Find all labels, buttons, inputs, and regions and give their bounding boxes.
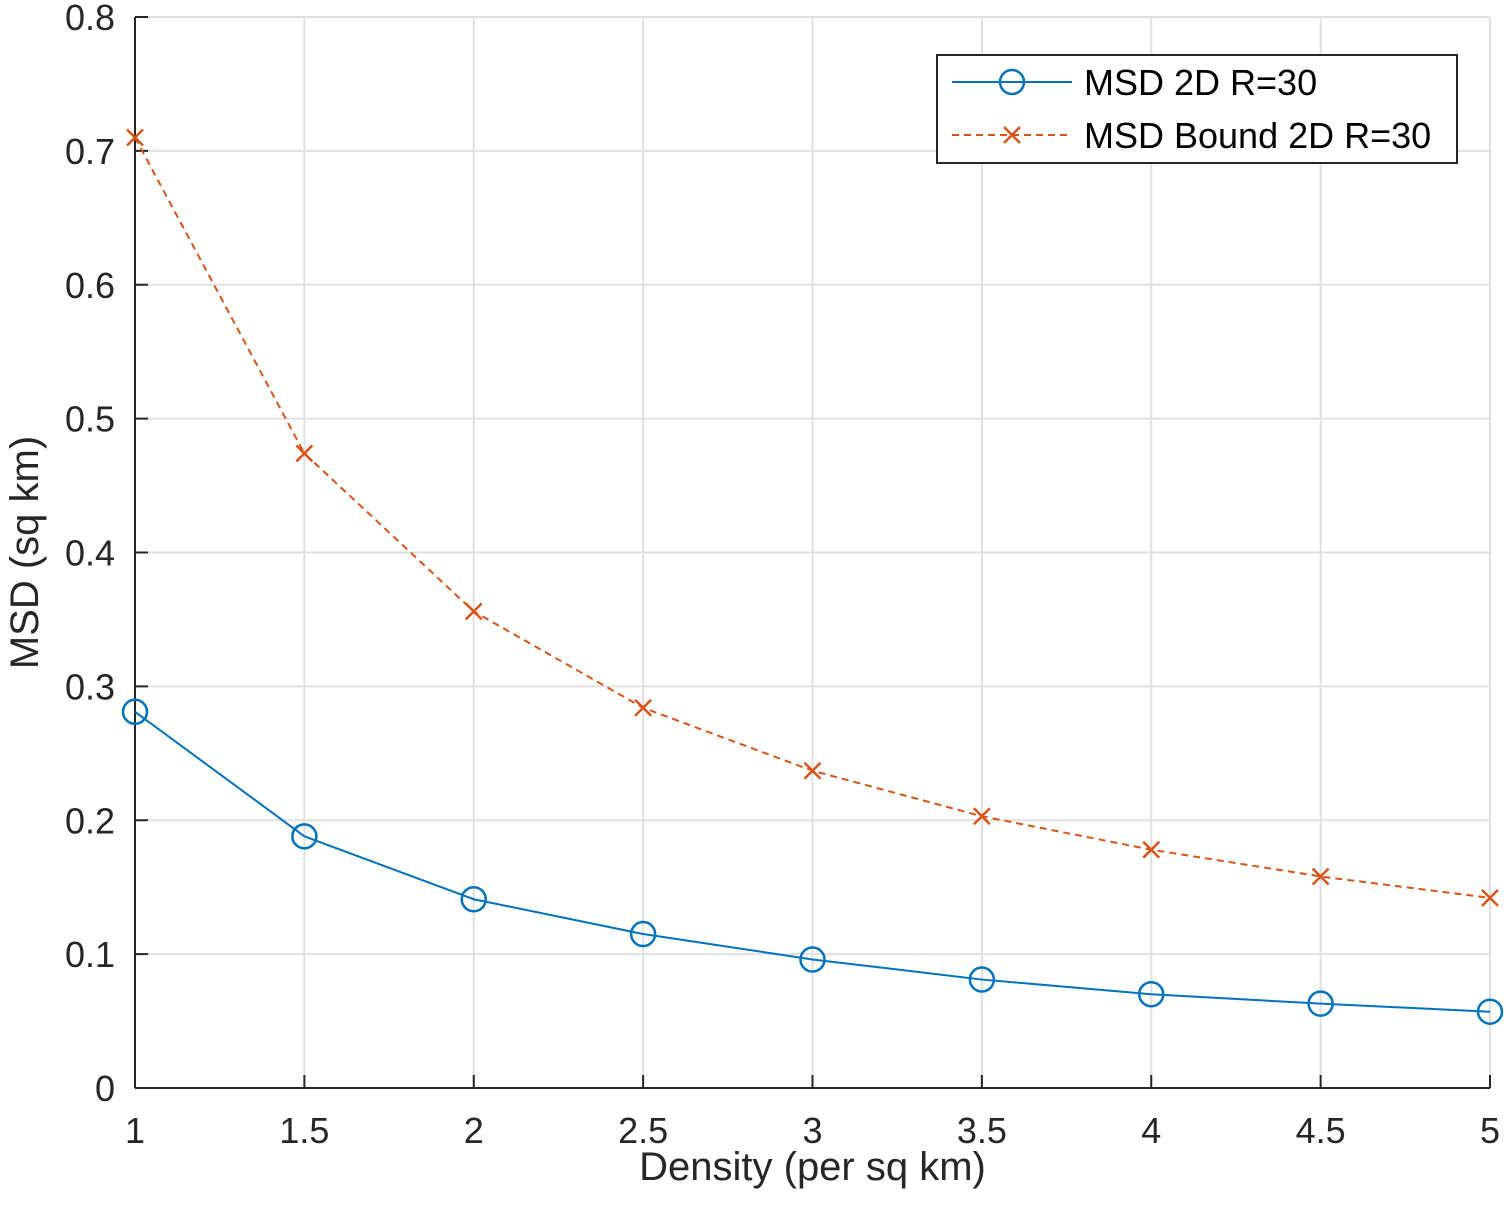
series-2-point-stroke — [126, 128, 144, 147]
x-tick-label: 2 — [464, 1110, 484, 1151]
legend-swatch-marker-stroke — [1003, 126, 1021, 144]
y-tick-label: 0.3 — [65, 666, 115, 707]
series-2-point — [464, 602, 483, 621]
series-2 — [126, 128, 1499, 907]
series-1-point — [291, 823, 318, 850]
y-tick-label: 0.5 — [65, 399, 115, 440]
series-1-point — [1476, 998, 1504, 1025]
x-tick-label: 3.5 — [957, 1110, 1007, 1151]
series-2-point-stroke — [1311, 867, 1330, 886]
series-2-point — [126, 128, 144, 147]
series-1-point — [629, 920, 657, 948]
y-axis-label: MSD (sq km) — [3, 436, 47, 669]
axes — [134, 16, 1491, 1089]
legend-swatch-marker — [1003, 126, 1021, 144]
legend-entry: MSD Bound 2D R=30 — [952, 115, 1431, 156]
series-1-point — [799, 946, 826, 973]
series-group — [121, 128, 1504, 1025]
series-2-point — [295, 444, 314, 463]
x-tick-label: 1.5 — [279, 1110, 329, 1151]
series-2-point — [1142, 840, 1161, 859]
legend-label: MSD 2D R=30 — [1084, 62, 1317, 103]
y-tick-label: 0.4 — [65, 533, 115, 574]
series-2-point — [1481, 889, 1499, 907]
series-1-point — [968, 966, 996, 993]
legend-entry: MSD 2D R=30 — [952, 62, 1317, 103]
series-2-point-stroke — [1142, 840, 1161, 859]
y-tick-label: 0.1 — [65, 934, 115, 975]
series-1-point — [121, 698, 149, 726]
x-tick-label: 1 — [125, 1110, 145, 1151]
series-2-point-stroke — [464, 602, 483, 621]
series-1 — [121, 698, 1504, 1025]
y-tick-label: 0 — [95, 1068, 115, 1109]
series-1-point — [1307, 990, 1334, 1017]
series-2-point — [634, 698, 653, 717]
series-2-point-stroke — [972, 807, 991, 826]
y-tick-label: 0.7 — [65, 131, 115, 172]
legend: MSD 2D R=30 MSD Bound 2D R=30 — [936, 54, 1458, 164]
x-tick-label: 3 — [802, 1110, 822, 1151]
x-tick-label: 4 — [1141, 1110, 1161, 1151]
series-2-point-stroke — [634, 698, 653, 717]
series-2-point-stroke — [803, 761, 822, 780]
y-tick-label: 0.8 — [65, 0, 115, 38]
series-2-point-stroke — [295, 444, 314, 463]
series-2-point — [1311, 867, 1330, 886]
series-2-point-stroke — [1481, 889, 1499, 907]
y-tick-label: 0.2 — [65, 800, 115, 841]
tick-labels: 1 1.5 2 2.5 3 3.5 4 4.5 5 0 0.1 0.2 0.3 0.4 0.5 0.6 0.7 0… — [65, 0, 1500, 1151]
y-tick-label: 0.6 — [65, 265, 115, 306]
series-2-point — [972, 807, 991, 826]
series-1-point — [1138, 981, 1165, 1008]
x-tick-label: 5 — [1480, 1110, 1500, 1151]
series-1-point — [460, 885, 487, 913]
grid — [134, 16, 1491, 1089]
legend-swatch-marker — [998, 68, 1026, 96]
legend-box — [936, 54, 1458, 164]
x-tick-label: 4.5 — [1296, 1110, 1346, 1151]
x-axis-label: Density (per sq km) — [639, 1145, 986, 1189]
series-1-line — [134, 711, 1491, 1013]
x-tick-label: 2.5 — [618, 1110, 668, 1151]
series-2-point — [803, 761, 822, 780]
legend-label: MSD Bound 2D R=30 — [1084, 115, 1431, 156]
